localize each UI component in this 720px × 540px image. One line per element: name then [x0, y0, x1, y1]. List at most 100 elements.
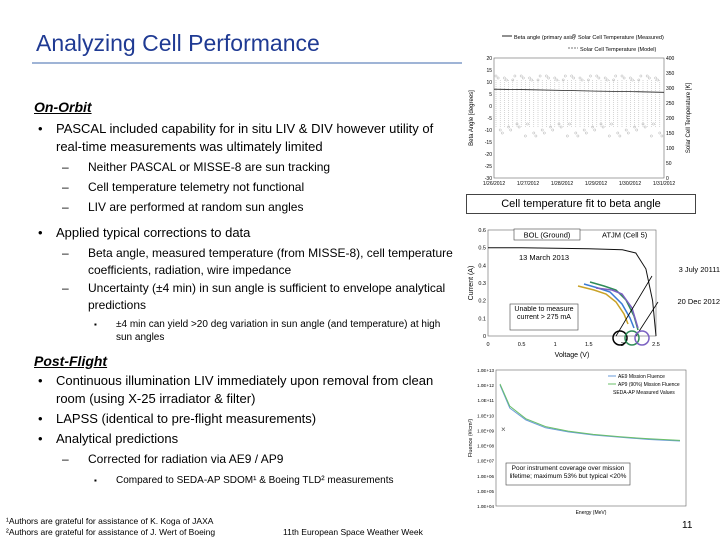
temperature-point: [647, 76, 651, 80]
y-axis-label: Current (A): [468, 266, 475, 301]
temperature-point: [635, 128, 639, 132]
legend-measured-swatch: [572, 34, 576, 38]
atjm-label: ATJM (Cell 5): [602, 231, 648, 240]
title-underline: [32, 62, 462, 64]
temperature-point: [643, 125, 647, 129]
temperature-point: [570, 74, 573, 78]
temperature-point: [524, 134, 527, 138]
annotation-text: Poor instrument coverage over mission li…: [509, 465, 627, 480]
bol-curve: [487, 247, 657, 337]
temperature-point: [639, 74, 643, 78]
fluence-lines: [499, 383, 681, 442]
plot-frame: [493, 57, 665, 179]
temperature-point: [509, 128, 513, 132]
x-tick-label: 2.5: [652, 342, 660, 348]
sub-item-text: Uncertainty (±4 min) in sun angle is suf…: [88, 281, 446, 312]
temperature-point: [591, 125, 594, 129]
x-tick-label: 1/26/2012: [483, 181, 505, 187]
temperature-point: [580, 78, 584, 82]
post-flight-bullet: Analytical predictions: [34, 430, 454, 448]
temperature-point: [526, 122, 529, 126]
temperature-point: [589, 74, 592, 78]
temperature-point: [568, 122, 571, 126]
july-pointer: [615, 275, 653, 337]
temperature-point: [545, 74, 548, 78]
degraded-curve-1: [577, 285, 629, 325]
dec-label: 20 Dec 2012: [677, 297, 720, 306]
temperature-point: [496, 76, 500, 80]
temperature-point: [605, 78, 609, 82]
temperature-point: [494, 74, 498, 78]
unable-label: Unable to measure current > 275 mA: [514, 306, 574, 321]
post-flight-sub-item: – Corrected for radiation via AE9 / AP9: [62, 452, 284, 466]
temperature-point: [629, 76, 632, 80]
temperature-point: [528, 76, 531, 80]
x-tick-label: 1/27/2012: [517, 181, 539, 187]
temperature-point: [620, 74, 624, 78]
y-tick-label: 1.0E+08: [477, 444, 494, 449]
plot-frame: [495, 369, 687, 507]
temperature-point: [612, 78, 615, 82]
beta-temperature-chart: Beta angle (primary axis) Solar Cell Tem…: [469, 34, 692, 187]
y2-tick-label: 0: [666, 176, 669, 182]
y2-tick-label: 400: [666, 56, 675, 62]
x-tick-label: 1/29/2012: [585, 181, 607, 187]
temperature-point: [576, 134, 580, 138]
post-flight-bullet: Continuous illumination LIV immediately …: [34, 372, 454, 408]
text-column: On-Orbit PASCAL included capability for …: [34, 98, 454, 487]
y-tick-label: 20: [486, 56, 492, 62]
y2-tick-label: 50: [666, 161, 672, 167]
temperature-point: [511, 78, 515, 82]
page-number: 11: [682, 520, 693, 531]
temperature-point: [517, 125, 521, 129]
y-tick-label: 0.6: [478, 228, 486, 234]
y-tick-label: 1.0E+07: [477, 459, 494, 464]
temperature-point: [555, 78, 559, 82]
temperature-point: [618, 134, 622, 138]
y-tick-label: 1.0E+11: [477, 398, 494, 403]
y-tick-label: -15: [485, 140, 492, 146]
y-axis-label: Fluence (#/cm²): [468, 419, 474, 458]
temperature-scatter: [494, 74, 664, 138]
legend-model: Solar Cell Temperature (Model): [580, 47, 656, 53]
y-tick-label: 1.0E+10: [477, 413, 494, 418]
legend-beta: Beta angle (primary axis): [514, 35, 575, 41]
july-label: 3 July 20111: [679, 265, 720, 274]
temperature-point: [652, 122, 655, 126]
y-tick-label: -5: [488, 116, 493, 122]
highlight-circle-1: [612, 330, 628, 346]
on-orbit-bullet-2: Applied typical corrections to data: [34, 224, 454, 242]
corrections-sub-item: – Beta angle, measured temperature (from …: [62, 246, 453, 277]
temperature-point: [536, 78, 540, 82]
temperature-point: [498, 128, 502, 132]
x-tick-label: 1/31/2012: [653, 181, 675, 187]
y2-axis-label: Solar Cell Temperature [K]: [686, 83, 692, 154]
temperature-point: [519, 74, 523, 78]
unable-label-wrap: Unable to measure current > 275 mA: [514, 306, 574, 321]
y-tick-label: -30: [485, 176, 492, 182]
x-tick-label: 0.5: [518, 342, 526, 348]
on-orbit-sub-item: – Neither PASCAL or MISSE-8 are sun track…: [62, 160, 331, 174]
temperature-point: [654, 76, 657, 80]
x-axis-label: Voltage (V): [555, 352, 590, 359]
on-orbit-heading: On-Orbit: [34, 99, 92, 115]
degraded-curve-4: [595, 287, 639, 329]
post-flight-bullet: LAPSS (identical to pre-flight measureme…: [34, 410, 454, 428]
y-tick-label: 0: [489, 104, 492, 110]
temperature-point: [563, 74, 567, 78]
detail-text: ±4 min can yield >20 deg variation in su…: [116, 319, 441, 343]
sub-item-text: Neither PASCAL or MISSE-8 are sun tracki…: [88, 160, 331, 174]
temperature-point: [542, 131, 546, 135]
footnote-2: ²Authors are grateful for assistance of …: [6, 527, 216, 537]
temperature-point: [507, 125, 510, 129]
bol-label-box: [513, 228, 581, 241]
y-tick-label: 1.0E+06: [477, 474, 494, 479]
x-tick-label: 1.5: [585, 342, 593, 348]
temperature-point: [622, 76, 626, 80]
y-axis-ticks: 1.0E+13 1.0E+12 1.0E+11 1.0E+10 1.0E+09 1.0E+…: [477, 368, 494, 509]
temperature-point: [538, 74, 542, 78]
y-tick-label: 1.0E+09: [477, 428, 494, 433]
sub-item-text: Beta angle, measured temperature (from M…: [88, 246, 453, 277]
temperature-point: [658, 131, 662, 135]
temperature-point: [660, 134, 664, 138]
